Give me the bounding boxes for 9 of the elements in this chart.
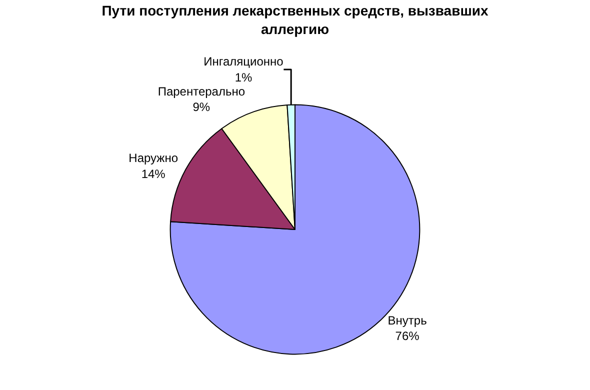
slice-label: Внутрь [388, 313, 427, 328]
slice-label: Наружно [128, 151, 178, 166]
data-label: 9% [192, 100, 210, 114]
data-label: 14% [141, 166, 166, 181]
data-label: 1% [234, 70, 252, 84]
data-label: 76% [395, 329, 420, 344]
slice-label: Парентерально [158, 84, 246, 98]
slice-label: Ингаляционно [204, 54, 284, 69]
chart-title: Пути поступления лекарственных средств, вызвавших аллергию [102, 2, 488, 37]
